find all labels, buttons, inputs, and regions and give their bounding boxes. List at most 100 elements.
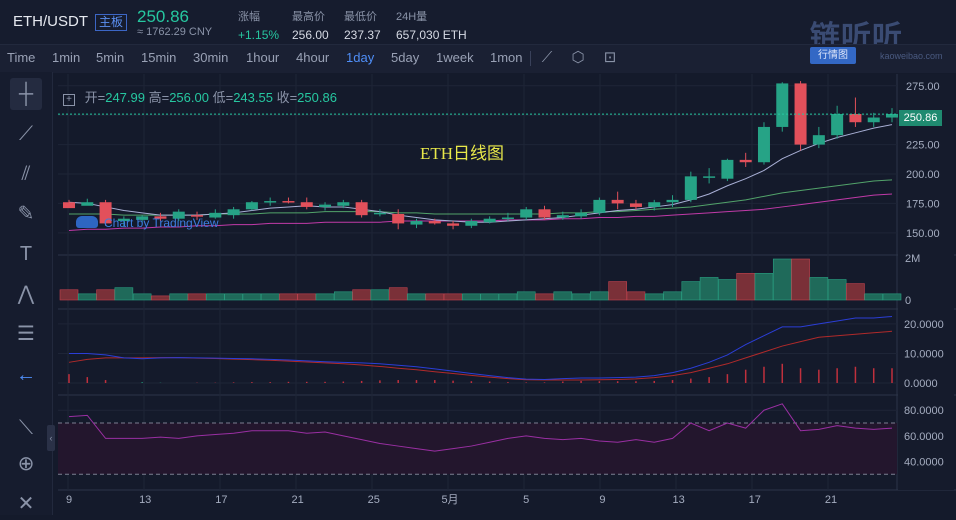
- cloud-icon: [76, 216, 98, 228]
- volume-bar: [626, 291, 646, 301]
- candle-body: [282, 201, 295, 203]
- tf-1mon[interactable]: 1mon: [490, 50, 523, 65]
- volume-bar: [388, 287, 408, 301]
- candle-body: [355, 202, 368, 216]
- candle-body: [172, 211, 185, 219]
- volume-bar: [187, 293, 207, 301]
- brand-subtitle: kaoweibao.com: [880, 51, 943, 61]
- stat-low: 最低价 237.37: [344, 8, 381, 42]
- tf-15min[interactable]: 15min: [141, 50, 177, 65]
- toolbar-divider: [530, 51, 531, 66]
- volume-bar: [663, 291, 682, 301]
- close-label: 收=: [276, 90, 298, 105]
- tf-time[interactable]: Time: [7, 50, 36, 65]
- candle-body: [794, 83, 807, 145]
- volume-bar: [809, 277, 829, 301]
- ohlc-legend: + 开=247.99 高=256.00 低=243.55 收=250.86: [63, 87, 337, 106]
- pattern-icon[interactable]: ⋀: [17, 283, 35, 305]
- volume-bar: [151, 295, 170, 301]
- candle-body: [849, 114, 862, 123]
- collapse-toolbar-icon[interactable]: ‹: [47, 425, 55, 451]
- pane-bg: [58, 74, 897, 255]
- low-label: 低=: [212, 90, 234, 105]
- tf-30min[interactable]: 30min: [193, 50, 229, 65]
- volume-bar: [334, 291, 353, 301]
- candle-body: [666, 199, 679, 203]
- crosshair-icon[interactable]: ┼: [10, 78, 42, 110]
- chart-title: ETH日线图: [420, 144, 505, 163]
- candle-body: [81, 202, 94, 206]
- pair-name[interactable]: ETH/USDT: [13, 13, 88, 30]
- candle-body: [227, 209, 240, 216]
- x-tick-label: 17: [215, 494, 227, 506]
- stat-label: 最高价: [292, 11, 325, 23]
- candle-body: [703, 176, 716, 178]
- macd-dif-line: [69, 316, 893, 380]
- candle-body: [373, 212, 386, 215]
- candle-body: [721, 159, 734, 179]
- volume-bar: [462, 293, 481, 301]
- tradingview-watermark: Chart by TradingView: [76, 216, 219, 230]
- screenshot-icon[interactable]: ⊡: [603, 49, 617, 66]
- candle-body: [264, 201, 277, 203]
- volume-bar: [535, 293, 554, 301]
- tf-5min[interactable]: 5min: [96, 50, 125, 65]
- candle-body: [191, 215, 204, 217]
- candle-body: [154, 216, 167, 219]
- trend-line-icon[interactable]: ⟋: [19, 123, 33, 145]
- measure-icon[interactable]: ☰: [17, 323, 35, 345]
- settings-icon[interactable]: ⬡: [571, 49, 585, 66]
- candle-body: [739, 159, 752, 163]
- stat-change: 涨幅 +1.15%: [238, 8, 279, 42]
- current-price-badge: 250.86: [899, 110, 942, 126]
- tf-1week[interactable]: 1week: [436, 50, 474, 65]
- text-icon[interactable]: T: [19, 243, 33, 265]
- price-tick-label: 175.00: [906, 198, 940, 210]
- volume-bar: [77, 293, 97, 301]
- stat-label: 24H量: [396, 11, 428, 23]
- tf-5day[interactable]: 5day: [391, 50, 420, 65]
- tf-1hour[interactable]: 1hour: [246, 50, 280, 65]
- candle-body: [812, 135, 825, 145]
- volume-bar: [169, 293, 189, 301]
- brush-icon[interactable]: ✎: [17, 203, 35, 225]
- back-arrow-icon[interactable]: ←: [16, 364, 36, 386]
- expand-legend-icon[interactable]: +: [63, 94, 75, 106]
- zoom-icon[interactable]: ⊕: [17, 453, 35, 475]
- rsi-line: [68, 403, 893, 452]
- chart-type-icon[interactable]: ⟋: [541, 49, 553, 66]
- price-tick-label: 150.00: [906, 228, 940, 240]
- volume-bar: [498, 293, 518, 301]
- watermark-text: Chart by TradingView: [104, 216, 219, 230]
- volume-bar: [224, 293, 243, 301]
- price-tick-label: 275.00: [906, 81, 940, 93]
- volume-tick-label: 2M: [905, 253, 920, 265]
- candle-body: [410, 221, 423, 225]
- candle-body: [886, 114, 898, 118]
- stat-value: 256.00: [292, 28, 329, 42]
- volume-bar: [590, 291, 609, 301]
- tf-1min[interactable]: 1min: [52, 50, 81, 65]
- volume-bar: [425, 293, 445, 301]
- rsi-band-fill: [58, 423, 897, 475]
- volume-bar: [827, 279, 847, 301]
- high-label: 高=: [148, 90, 170, 105]
- volume-bar: [242, 293, 262, 301]
- candle-body: [99, 202, 112, 224]
- stat-value: +1.15%: [238, 28, 280, 42]
- ruler-icon[interactable]: ⟍: [19, 417, 33, 439]
- volume-bar: [59, 289, 79, 301]
- candle-body: [319, 204, 332, 207]
- brand-button[interactable]: 行情图: [810, 47, 856, 64]
- pitchfork-icon[interactable]: ⫽: [21, 163, 31, 185]
- tf-4hour[interactable]: 4hour: [296, 50, 330, 65]
- tf-1day[interactable]: 1day: [346, 50, 375, 65]
- volume-bar: [352, 289, 371, 301]
- x-tick-label: 25: [368, 494, 380, 506]
- remove-icon[interactable]: ✕: [17, 493, 35, 515]
- candle-body: [209, 212, 222, 218]
- candle-body: [611, 199, 624, 204]
- x-tick-label: 9: [599, 494, 605, 506]
- x-tick-label: 17: [749, 494, 761, 506]
